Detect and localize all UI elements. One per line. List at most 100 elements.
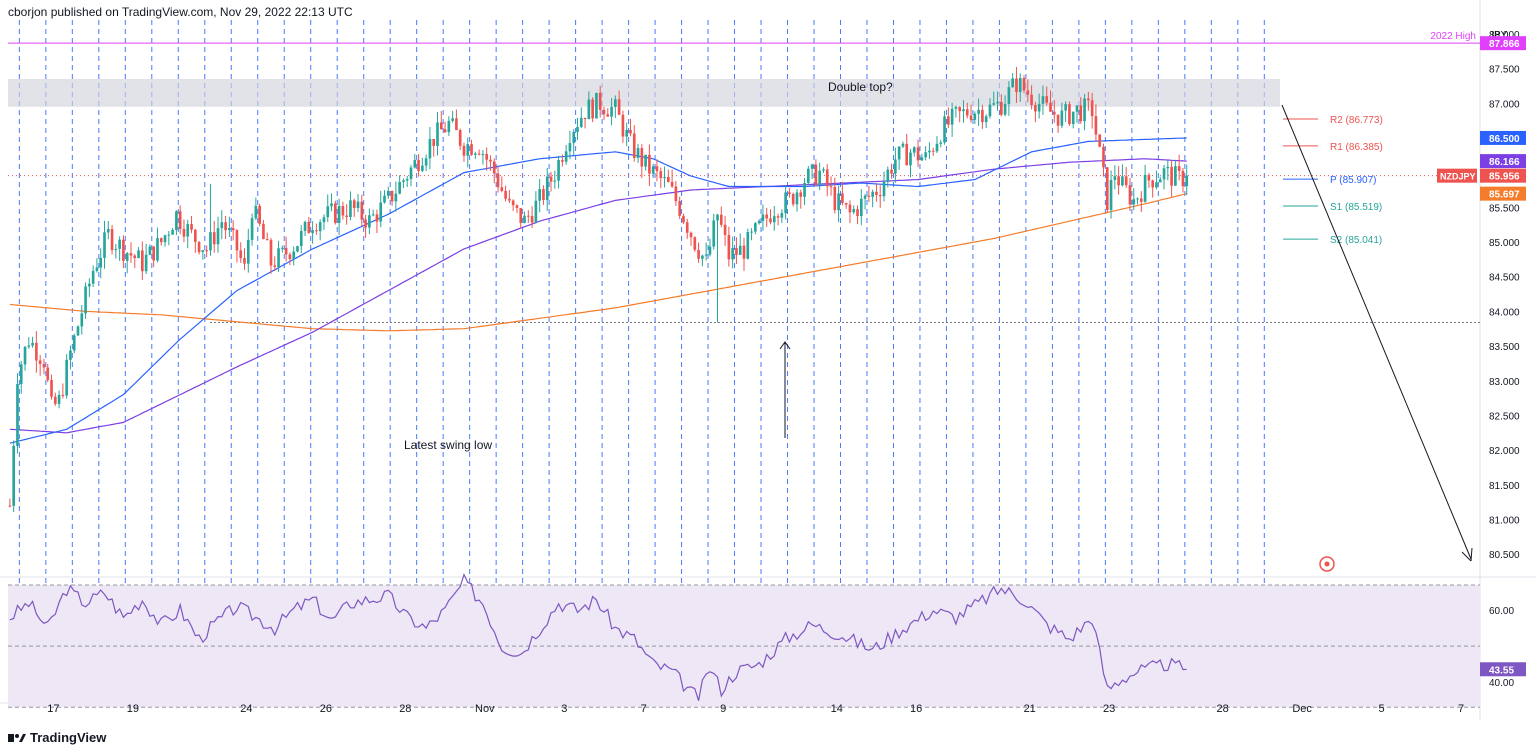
candle-body xyxy=(159,238,163,243)
price-badge xyxy=(1480,168,1526,183)
price-badge-label: 85.697 xyxy=(1489,190,1520,201)
candle-body xyxy=(405,178,409,181)
candle-body xyxy=(1041,96,1045,104)
price-tick-label: 87.500 xyxy=(1489,65,1520,76)
resistance-zone-layer: 2022 High xyxy=(8,31,1480,323)
candle-body xyxy=(549,176,553,182)
candle-body xyxy=(950,108,954,125)
candle-body xyxy=(197,241,201,253)
resistance-zone xyxy=(8,78,1280,107)
candle-body xyxy=(19,364,23,385)
candle-body xyxy=(897,146,901,160)
double-top-annotation: Double top? xyxy=(828,80,893,94)
candle-body xyxy=(1155,182,1158,188)
candle-body xyxy=(106,229,110,233)
candle-body xyxy=(863,195,867,199)
target-marker-icon xyxy=(1319,556,1335,572)
price-tick-label: 81.000 xyxy=(1489,516,1520,527)
candle-body xyxy=(867,195,871,197)
candle-body xyxy=(1090,100,1094,117)
candle-body xyxy=(572,131,576,144)
candle-body xyxy=(916,147,920,161)
candle-body xyxy=(492,161,496,174)
candle-body xyxy=(326,206,330,218)
candle-body xyxy=(784,192,787,214)
candle-body xyxy=(386,190,390,196)
candle-body xyxy=(754,223,757,232)
candle-body xyxy=(651,166,655,174)
price-tick-label: 87.000 xyxy=(1489,99,1520,110)
candle-body xyxy=(394,193,398,202)
candle-body xyxy=(640,148,644,167)
candle-body xyxy=(209,232,212,251)
candle-body xyxy=(621,114,625,137)
candle-body xyxy=(769,218,772,223)
candle-body xyxy=(114,248,118,251)
axis-layer: JPY88.00087.50087.00086.50086.00085.5008… xyxy=(47,30,1526,715)
candle-body xyxy=(1113,176,1117,180)
candle-body xyxy=(409,167,413,179)
candle-body xyxy=(735,248,738,255)
candle-body xyxy=(212,232,216,245)
candle-body xyxy=(451,118,454,121)
candle-body xyxy=(349,200,352,217)
candle-body xyxy=(984,116,988,123)
candle-body xyxy=(360,201,364,220)
candle-body xyxy=(629,129,632,134)
candle-body xyxy=(1105,167,1109,210)
candle-body xyxy=(534,200,538,223)
candle-body xyxy=(981,109,984,123)
candle-body xyxy=(250,218,254,240)
currency-label: JPY xyxy=(1489,30,1508,41)
candle-body xyxy=(125,253,129,261)
candle-body xyxy=(738,245,742,255)
candle-body xyxy=(220,222,224,229)
candle-body xyxy=(205,250,208,252)
candle-body xyxy=(1079,105,1083,122)
target-marker-dot xyxy=(1324,561,1330,567)
candle-body xyxy=(886,169,890,182)
candle-body xyxy=(969,115,973,120)
candle-body xyxy=(595,92,598,119)
candle-body xyxy=(822,169,825,171)
candle-body xyxy=(311,230,314,234)
candle-body xyxy=(659,171,663,179)
candle-body xyxy=(141,250,144,272)
candle-body xyxy=(38,360,42,364)
candle-body xyxy=(462,145,466,156)
candle-body xyxy=(519,208,523,223)
candle-body xyxy=(682,215,685,223)
candle-body xyxy=(632,133,636,158)
candle-body xyxy=(1034,105,1037,112)
candle-body xyxy=(171,230,174,235)
candle-body xyxy=(436,122,439,147)
rsi-tick-label: 60.00 xyxy=(1489,606,1514,617)
candle-body xyxy=(848,204,852,213)
candle-body xyxy=(841,193,844,204)
candle-body xyxy=(954,107,958,109)
candle-body xyxy=(439,122,443,130)
candle-body xyxy=(617,99,621,115)
candle-body xyxy=(383,195,386,203)
candle-body xyxy=(178,211,182,229)
candle-body xyxy=(466,144,470,156)
candle-body xyxy=(1018,78,1022,93)
price-tick-label: 83.500 xyxy=(1489,342,1520,353)
time-tick-label: 21 xyxy=(1024,703,1036,715)
candle-body xyxy=(432,138,436,147)
candle-body xyxy=(375,214,379,222)
candle-body xyxy=(258,205,261,224)
candle-body xyxy=(46,367,50,381)
candle-body xyxy=(909,152,912,166)
candle-body xyxy=(167,234,171,236)
candle-body xyxy=(333,203,337,223)
price-tick-label: 85.000 xyxy=(1489,238,1520,249)
candle-body xyxy=(598,92,602,110)
candle-body xyxy=(1026,90,1030,95)
candle-body xyxy=(719,214,723,225)
candle-body xyxy=(666,176,670,182)
candles-layer xyxy=(8,66,1189,513)
candle-body xyxy=(504,190,507,199)
candle-body xyxy=(977,109,980,114)
